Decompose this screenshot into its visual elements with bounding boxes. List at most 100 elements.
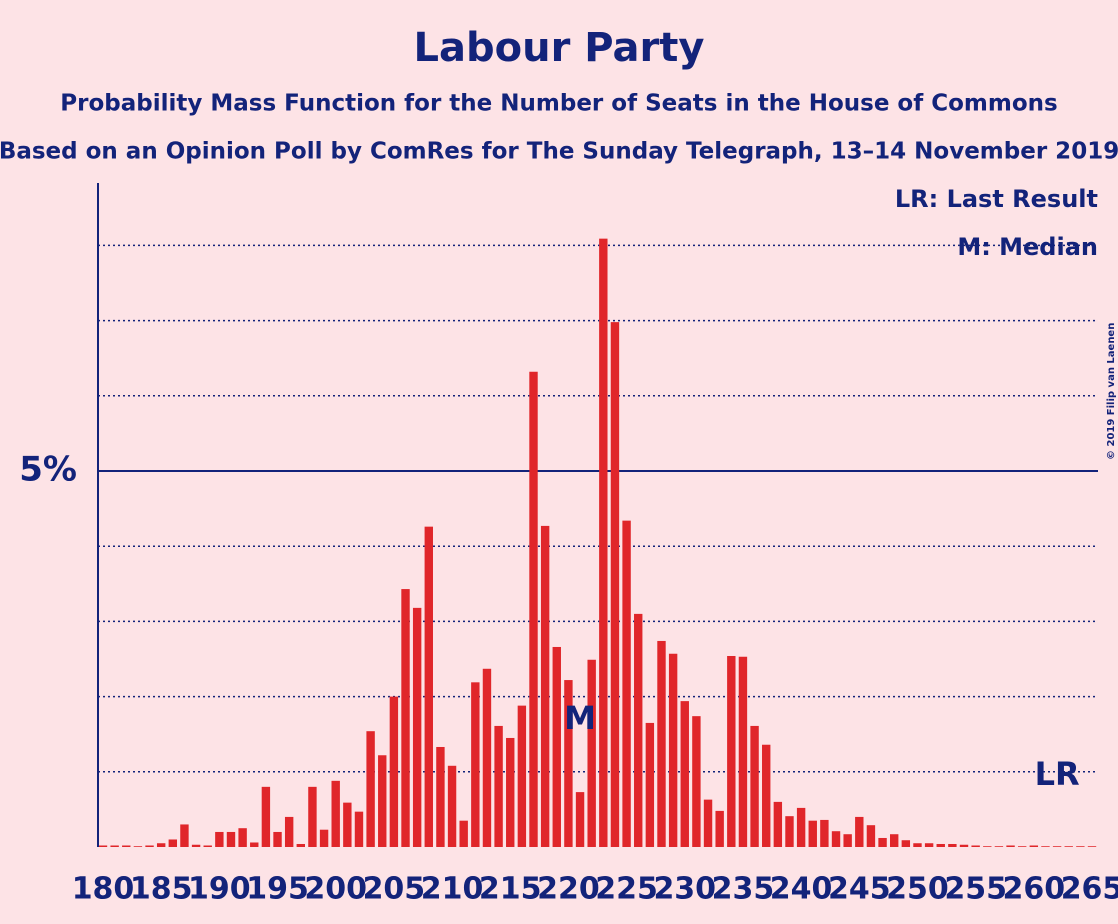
bar	[447, 765, 457, 847]
bar	[308, 786, 317, 847]
x-tick-label: 260	[1003, 872, 1066, 907]
x-tick-label: 185	[130, 872, 193, 907]
bar	[284, 816, 294, 847]
bar	[657, 640, 666, 847]
bar	[680, 701, 689, 847]
bar	[564, 680, 573, 847]
bar	[762, 744, 771, 847]
bar	[1029, 845, 1039, 847]
bar	[389, 696, 399, 847]
x-tick-label: 195	[246, 872, 309, 907]
bar	[750, 725, 759, 847]
bar	[843, 834, 852, 847]
bar	[215, 831, 224, 847]
bar	[878, 837, 887, 847]
bar	[948, 843, 957, 847]
bar	[110, 845, 119, 847]
x-tick-label: 240	[770, 872, 833, 907]
bar	[482, 668, 492, 847]
bar	[773, 801, 783, 847]
bar	[820, 819, 829, 847]
x-tick-label: 265	[1061, 872, 1118, 907]
bar	[98, 845, 108, 847]
bar	[634, 613, 643, 847]
bar	[715, 810, 724, 847]
chart-title: Labour Party	[414, 25, 705, 71]
bar	[1076, 846, 1085, 847]
bar	[168, 839, 178, 847]
bar	[692, 716, 701, 847]
legend-entry: M: Median	[957, 233, 1098, 261]
bar	[238, 828, 247, 847]
bar	[983, 846, 992, 847]
x-tick-label: 205	[363, 872, 426, 907]
bar	[261, 786, 271, 847]
bar	[668, 653, 678, 847]
chart-subtitle: Probability Mass Function for the Number…	[60, 91, 1057, 117]
bar	[1006, 845, 1015, 847]
bar	[599, 238, 608, 847]
bar	[1017, 846, 1027, 847]
bar	[436, 746, 445, 847]
bar	[122, 845, 131, 847]
bar	[727, 655, 736, 847]
bar	[552, 646, 561, 847]
x-tick-label: 200	[304, 872, 367, 907]
bar	[378, 755, 387, 847]
x-tick-label: 180	[72, 872, 135, 907]
bar	[913, 843, 922, 847]
bar	[738, 656, 748, 847]
bar	[331, 780, 340, 847]
x-tick-label: 190	[188, 872, 251, 907]
bar	[145, 845, 154, 847]
bar	[575, 792, 585, 847]
bar	[424, 526, 433, 847]
marker-label: LR	[1035, 755, 1080, 793]
marker-label: M	[564, 699, 596, 737]
bar	[401, 589, 410, 847]
bar	[366, 731, 375, 847]
bar	[529, 371, 538, 847]
x-tick-label: 215	[479, 872, 542, 907]
bar	[494, 725, 503, 847]
bar	[936, 843, 945, 847]
bar	[180, 824, 189, 847]
bar	[796, 807, 806, 847]
bar	[1064, 846, 1073, 847]
bar	[540, 525, 550, 847]
chart-subtitle: Based on an Opinion Poll by ComRes for T…	[0, 139, 1118, 165]
bar	[296, 843, 305, 847]
bar	[587, 659, 596, 847]
bar	[971, 845, 980, 847]
bar	[191, 844, 201, 847]
bar	[831, 831, 841, 847]
bar	[226, 831, 236, 847]
bar	[156, 843, 166, 847]
bar	[354, 811, 364, 847]
bar	[471, 682, 480, 847]
x-tick-label: 235	[712, 872, 775, 907]
x-tick-label: 255	[944, 872, 1007, 907]
bar	[1052, 846, 1062, 847]
bar	[133, 846, 143, 847]
bar	[1041, 846, 1050, 847]
x-tick-label: 220	[537, 872, 600, 907]
bar	[412, 607, 422, 847]
bar	[506, 737, 515, 847]
bar	[924, 843, 934, 847]
x-tick-label: 230	[653, 872, 716, 907]
bar	[459, 820, 468, 847]
bar	[250, 842, 259, 847]
bar	[343, 802, 352, 847]
bar	[855, 816, 864, 847]
bar	[273, 831, 282, 847]
bar	[890, 834, 899, 847]
x-tick-label: 225	[595, 872, 658, 907]
bar	[959, 844, 969, 847]
bar	[808, 820, 817, 847]
x-tick-label: 210	[421, 872, 484, 907]
x-tick-label: 245	[828, 872, 891, 907]
bar	[1087, 846, 1097, 847]
copyright: © 2019 Filip van Laenen	[1106, 323, 1117, 460]
